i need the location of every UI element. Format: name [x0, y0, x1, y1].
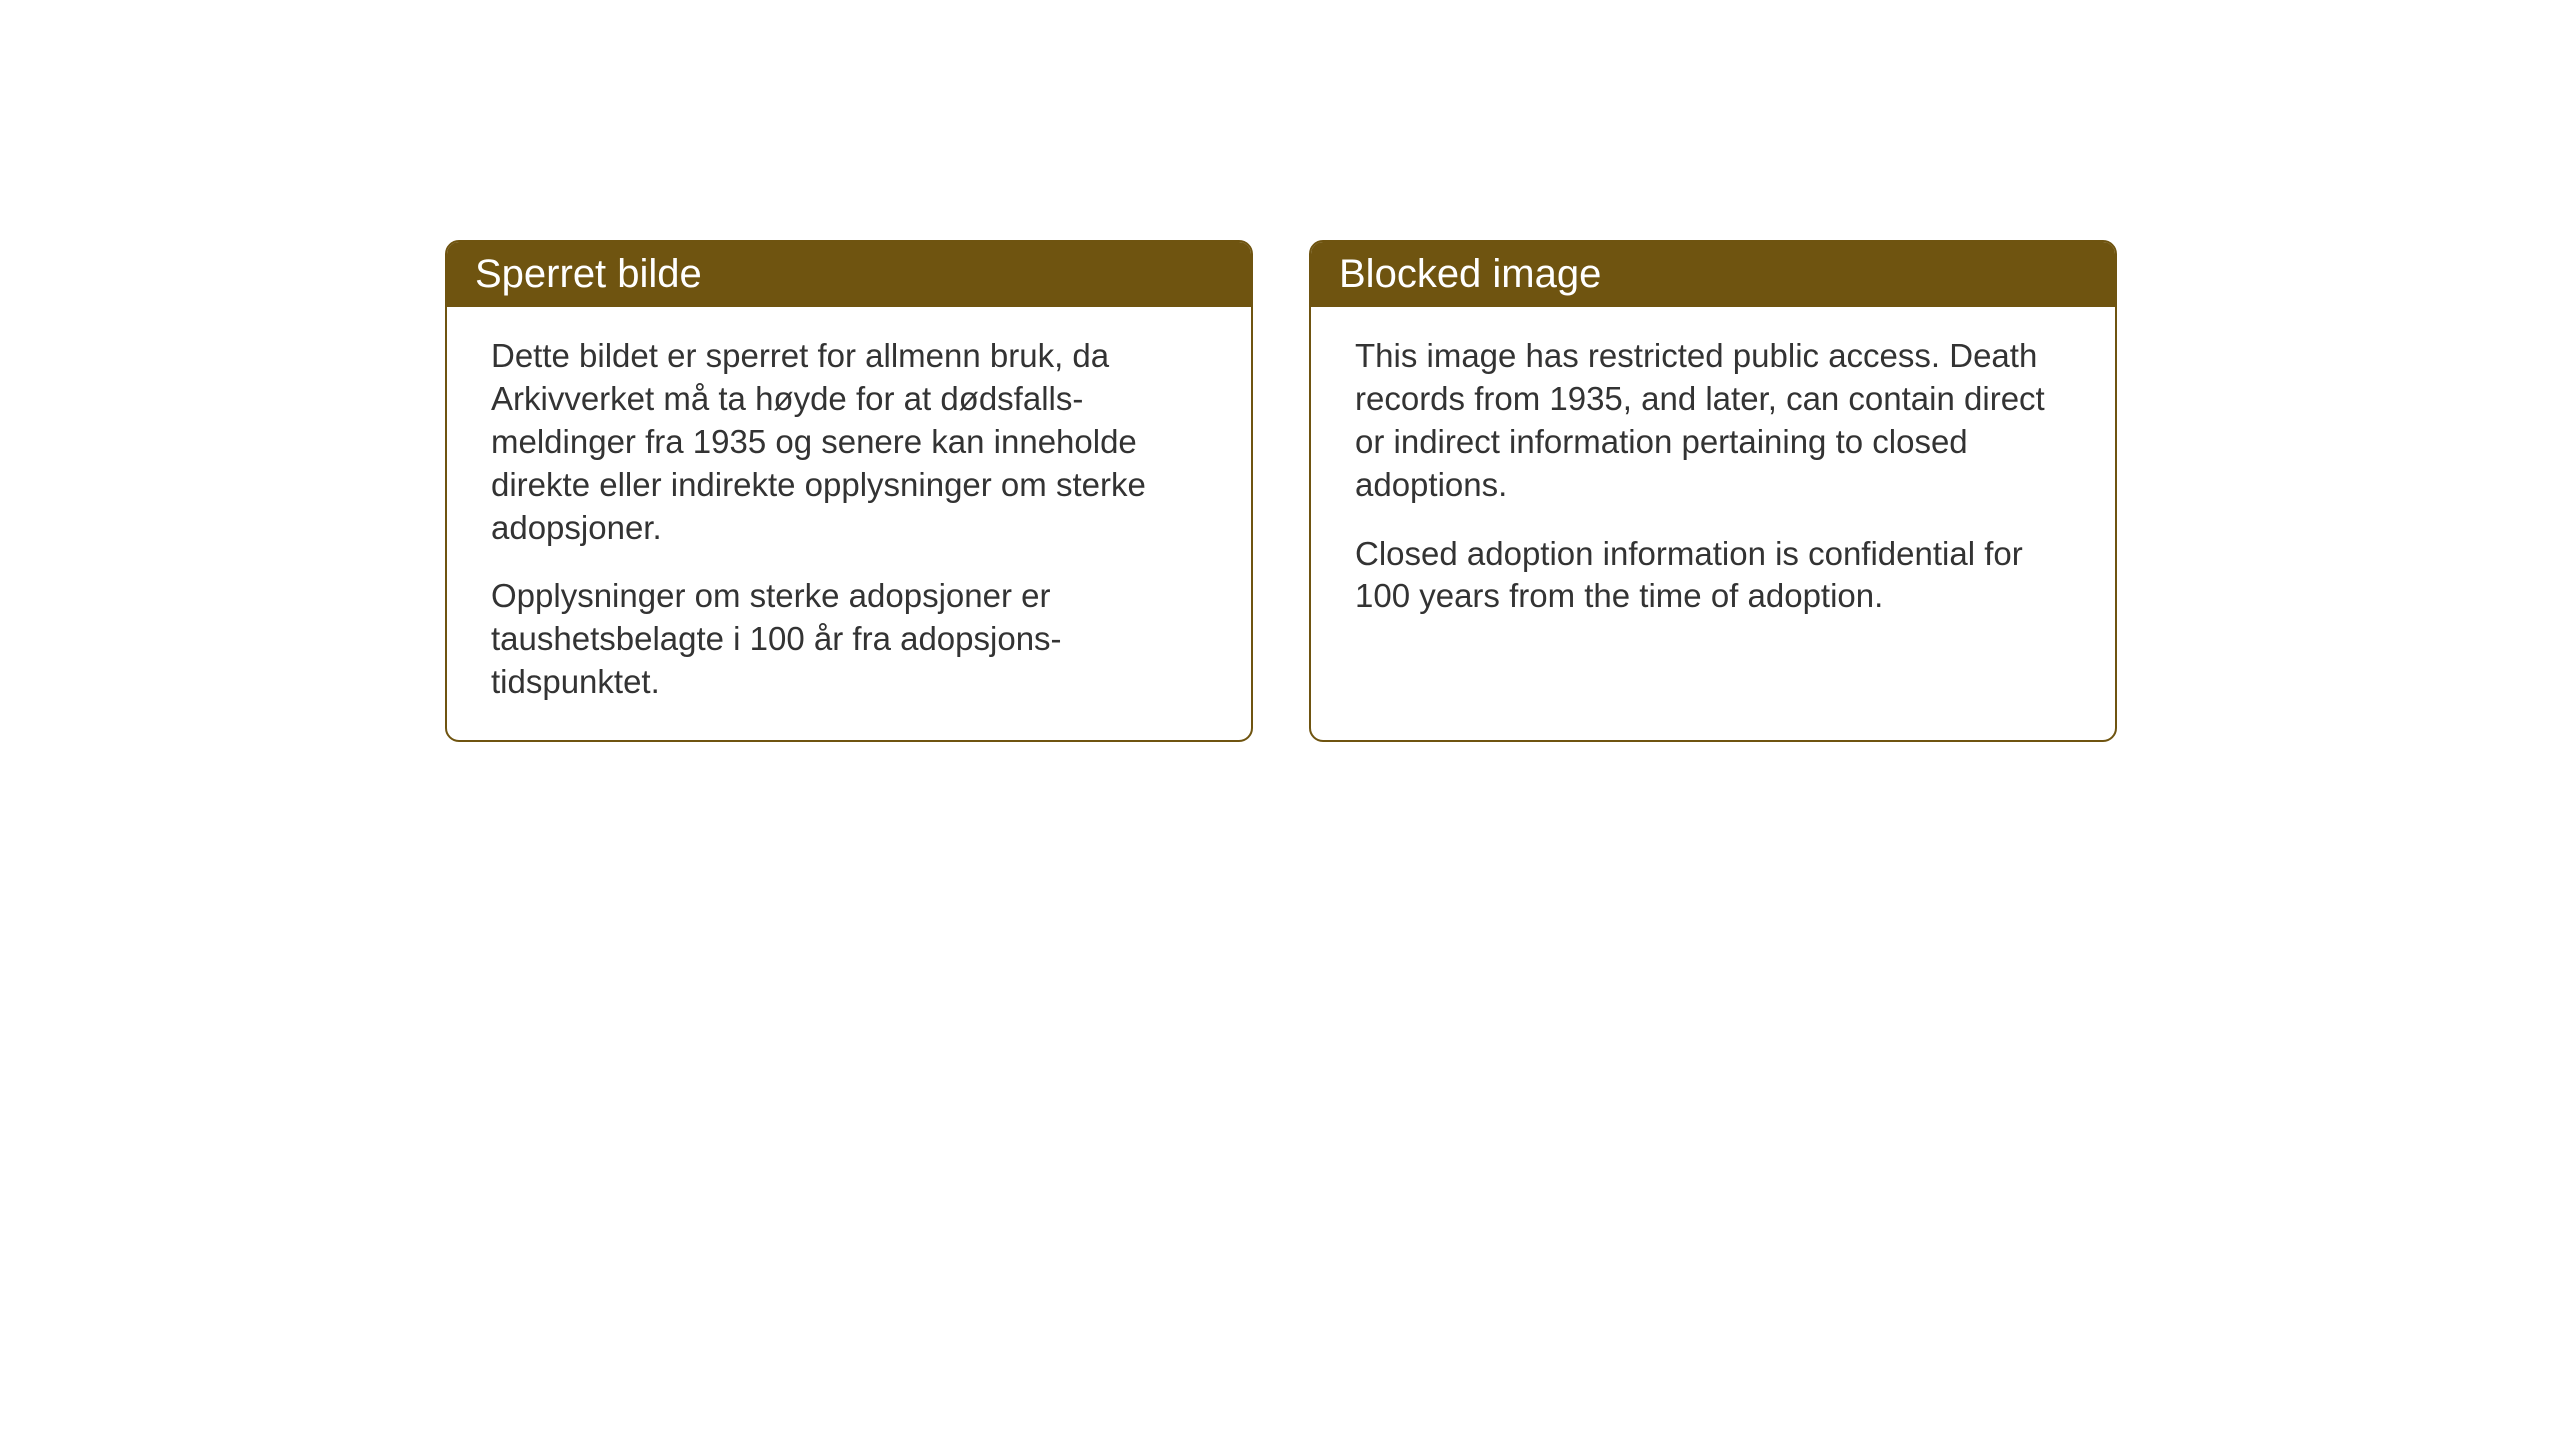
card-body-english: This image has restricted public access.… [1311, 307, 2115, 654]
card-paragraph-2-norwegian: Opplysninger om sterke adopsjoner er tau… [491, 575, 1207, 704]
notice-card-english: Blocked image This image has restricted … [1309, 240, 2117, 742]
notice-card-norwegian: Sperret bilde Dette bildet er sperret fo… [445, 240, 1253, 742]
card-title-english: Blocked image [1339, 252, 1601, 296]
card-header-norwegian: Sperret bilde [447, 242, 1251, 307]
card-body-norwegian: Dette bildet er sperret for allmenn bruk… [447, 307, 1251, 740]
card-paragraph-1-norwegian: Dette bildet er sperret for allmenn bruk… [491, 335, 1207, 549]
card-paragraph-2-english: Closed adoption information is confident… [1355, 533, 2071, 619]
card-header-english: Blocked image [1311, 242, 2115, 307]
notice-cards-container: Sperret bilde Dette bildet er sperret fo… [445, 240, 2117, 742]
card-title-norwegian: Sperret bilde [475, 252, 702, 296]
card-paragraph-1-english: This image has restricted public access.… [1355, 335, 2071, 507]
